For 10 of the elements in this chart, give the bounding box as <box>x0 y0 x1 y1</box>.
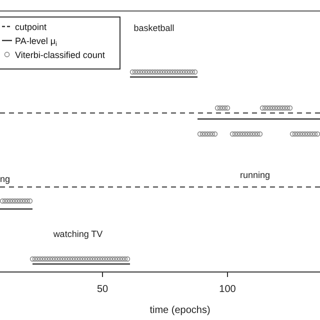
x-axis-title: time (epochs) <box>150 305 210 316</box>
legend-label: cutpoint <box>15 22 48 32</box>
legend-label: Viterbi-classified count <box>15 50 106 60</box>
annotation: ng <box>0 174 10 184</box>
x-tick-label: 100 <box>219 284 236 295</box>
annotation: watching TV <box>52 229 103 239</box>
x-tick-label: 50 <box>96 284 108 295</box>
legend-label: PA-level μ$_{i}$ <box>15 36 57 48</box>
text: basketball <box>134 23 174 33</box>
annotation: running <box>240 170 270 180</box>
